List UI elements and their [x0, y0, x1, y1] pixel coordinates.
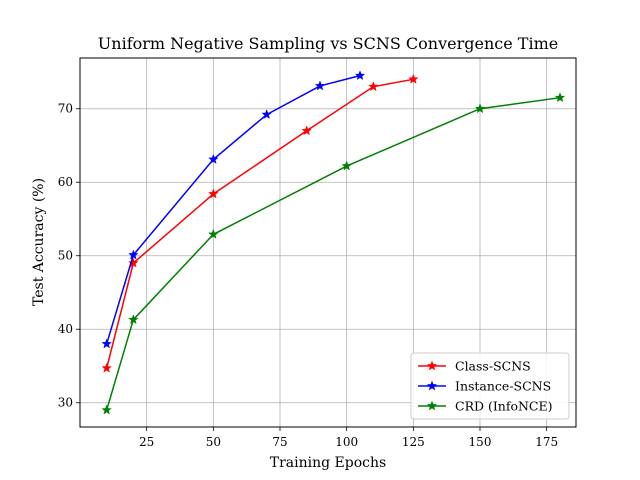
legend: Class-SCNS Instance-SCNS CRD (InfoNCE): [410, 352, 570, 420]
x-tick-label: 25: [139, 435, 154, 449]
series-2: [101, 92, 566, 415]
legend-marker: [426, 400, 438, 411]
series-0: [101, 73, 419, 373]
series-1: [101, 70, 366, 349]
x-axis-label: Training Epochs: [270, 455, 386, 471]
legend-label: Instance-SCNS: [455, 379, 551, 394]
x-tick-label: 50: [206, 435, 221, 449]
ticks: 25 50 75 100 125 150 175 30 40 50 60 70: [58, 102, 558, 449]
series-line: [105, 74, 361, 345]
legend-label: Class-SCNS: [455, 359, 531, 374]
y-tick-label: 40: [58, 322, 73, 336]
y-tick-label: 70: [58, 102, 73, 116]
y-tick-label: 50: [58, 249, 73, 263]
x-tick-label: 100: [335, 435, 358, 449]
data-point: [314, 80, 326, 91]
data-point: [301, 125, 312, 136]
legend-entry: Class-SCNS: [418, 359, 531, 374]
data-point: [128, 249, 139, 260]
data-point: [208, 153, 219, 164]
plot-frame: [79, 57, 577, 428]
y-tick-label: 30: [58, 396, 73, 410]
legend-box: [410, 352, 570, 420]
x-tick-label: 75: [272, 435, 287, 449]
data-point: [341, 160, 352, 171]
legend-label: CRD (InfoNCE): [455, 399, 553, 414]
data-point: [128, 257, 139, 268]
data-point: [368, 81, 379, 92]
data-point: [474, 103, 486, 114]
legend-entry: Instance-SCNS: [418, 379, 551, 394]
x-tick-label: 175: [535, 435, 558, 449]
data-point: [128, 314, 139, 325]
data-point: [208, 188, 219, 199]
data-point: [261, 109, 272, 120]
series-layer: [101, 70, 566, 415]
legend-entry: CRD (InfoNCE): [418, 399, 553, 414]
data-point: [101, 362, 112, 373]
grid: [80, 58, 576, 427]
data-point: [208, 228, 219, 239]
legend-marker: [426, 360, 438, 371]
data-point: [101, 404, 112, 415]
legend-marker: [426, 380, 438, 391]
y-tick-label: 60: [58, 175, 73, 189]
x-tick-label: 150: [469, 435, 492, 449]
data-point: [101, 338, 112, 349]
series-line: [105, 78, 414, 369]
data-point: [408, 73, 419, 84]
data-point: [354, 70, 366, 81]
data-point: [554, 92, 566, 103]
series-line: [105, 96, 561, 411]
x-tick-label: 125: [402, 435, 425, 449]
chart-title: Uniform Negative Sampling vs SCNS Conver…: [98, 34, 558, 53]
y-axis-label: Test Accuracy (%): [31, 178, 47, 306]
